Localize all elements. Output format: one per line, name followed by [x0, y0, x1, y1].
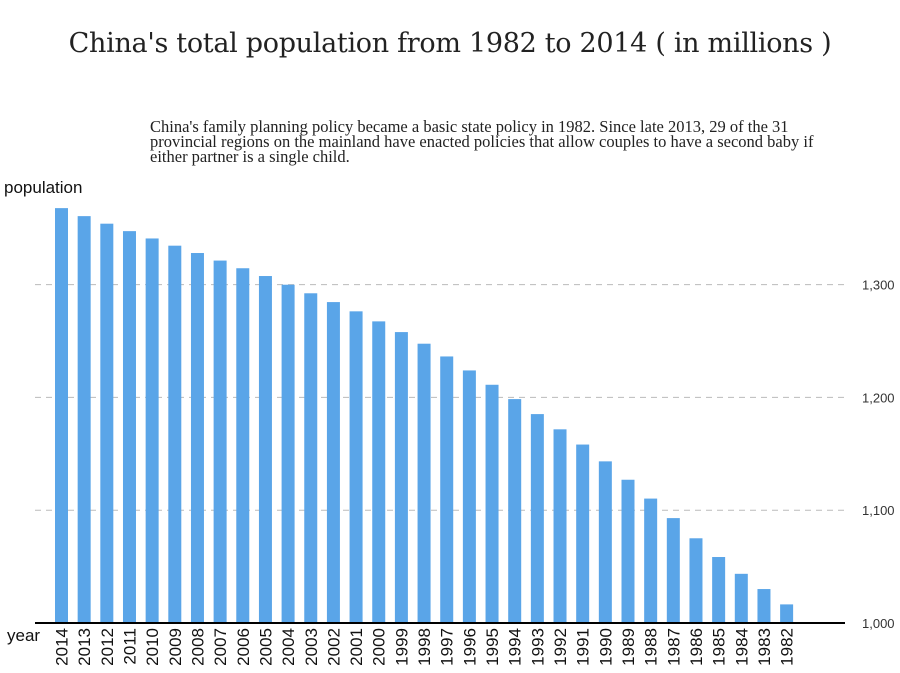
x-tick-label: 1995 — [483, 628, 502, 666]
x-tick-label: 2005 — [256, 628, 275, 666]
bar — [621, 479, 635, 623]
bar — [394, 332, 408, 623]
x-tick-label: 2013 — [75, 628, 94, 666]
bar — [417, 343, 431, 623]
bar — [213, 260, 227, 623]
bar — [508, 399, 522, 623]
bar — [485, 384, 499, 623]
bar — [100, 223, 114, 624]
x-tick-label: 1993 — [528, 628, 547, 666]
bar — [734, 573, 748, 623]
x-tick-label: 2011 — [120, 628, 139, 665]
x-tick-label: 2012 — [98, 628, 117, 666]
x-tick-label: 1992 — [551, 628, 570, 666]
x-tick-label: 2007 — [211, 628, 230, 666]
x-tick-label: 1982 — [778, 628, 797, 666]
y-tick-label: 1,200 — [862, 390, 895, 405]
x-tick-label: 1990 — [596, 628, 615, 666]
x-tick-label: 1994 — [506, 628, 525, 666]
y-tick-label: 1,300 — [862, 278, 895, 293]
x-tick-label: 2003 — [302, 628, 321, 666]
x-tick-label: 2001 — [347, 628, 366, 666]
x-tick-label: 1984 — [732, 628, 751, 666]
x-tick-label: 1996 — [460, 628, 479, 666]
x-tick-label: 1997 — [438, 628, 457, 666]
bar — [598, 461, 612, 623]
bar — [440, 356, 454, 623]
x-tick-label: 2008 — [188, 628, 207, 666]
x-tick-label: 2014 — [53, 628, 72, 666]
bar — [689, 538, 703, 623]
bar — [712, 557, 726, 623]
chart-title: China's total population from 1982 to 20… — [68, 28, 832, 59]
chart-description: China's family planning policy became a … — [150, 117, 814, 166]
y-tick-label: 1,100 — [862, 503, 895, 518]
bar — [326, 302, 340, 623]
x-tick-label: 1998 — [415, 628, 434, 666]
x-tick-label: 1999 — [392, 628, 411, 666]
x-tick-label: 1986 — [687, 628, 706, 666]
y-tick-label: 1,000 — [862, 616, 895, 631]
x-tick-label: 1989 — [619, 628, 638, 666]
x-axis-label: year — [7, 626, 41, 645]
x-tick-label: 2002 — [324, 628, 343, 666]
x-tick-label: 2010 — [143, 628, 162, 666]
x-tick-label: 2000 — [370, 628, 389, 666]
x-tick-label: 2006 — [234, 628, 253, 666]
bar — [281, 284, 295, 623]
x-tick-label: 2004 — [279, 628, 298, 666]
bar — [553, 429, 567, 623]
x-tick-label: 2009 — [166, 628, 185, 666]
bar — [780, 604, 794, 623]
bar — [304, 293, 318, 623]
x-tick-label: 1988 — [642, 628, 661, 666]
bar — [372, 321, 386, 623]
x-tick-label: 1985 — [710, 628, 729, 666]
bar — [666, 518, 680, 623]
bar — [349, 311, 363, 623]
y-axis-label: population — [4, 178, 83, 197]
bar — [757, 589, 771, 623]
bar — [236, 268, 250, 623]
x-tick-label: 1987 — [664, 628, 683, 666]
bar — [122, 231, 136, 623]
x-tick-label: 1991 — [574, 628, 593, 666]
bar — [145, 238, 159, 624]
bar — [55, 208, 68, 624]
bar — [190, 253, 204, 624]
bar — [462, 370, 476, 623]
bar — [576, 444, 590, 623]
bar — [644, 498, 658, 623]
bar — [168, 245, 182, 623]
bar — [258, 276, 272, 623]
bar — [77, 216, 91, 623]
x-tick-label: 1983 — [755, 628, 774, 666]
bar — [530, 414, 544, 623]
